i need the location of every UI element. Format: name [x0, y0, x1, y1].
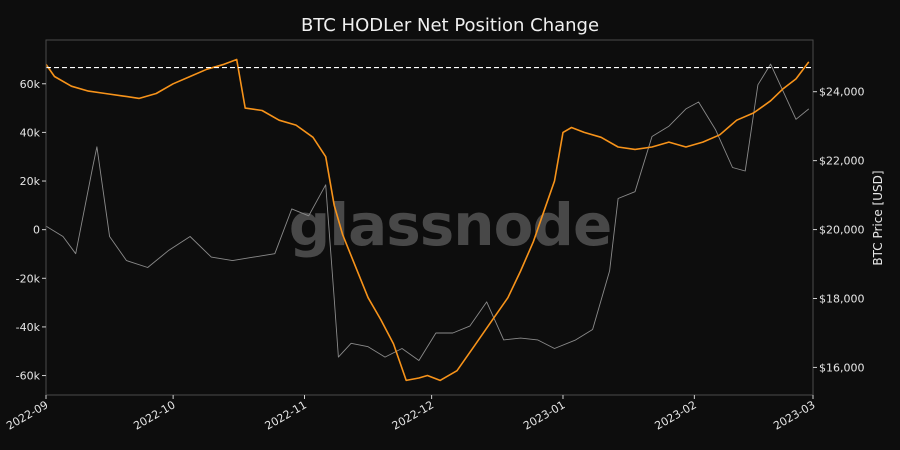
- y-left-tick-label: 20k: [20, 175, 41, 188]
- y-right-tick-label: $16,000: [819, 361, 865, 374]
- plot-area: [46, 58, 813, 382]
- y-left-tick-label: -20k: [16, 272, 41, 285]
- y-right-tick-label: $18,000: [819, 292, 865, 305]
- y-right-tick-label: $20,000: [819, 224, 865, 237]
- chart-title: BTC HODLer Net Position Change: [301, 15, 599, 36]
- y-left-tick-label: 0: [33, 224, 40, 237]
- series-line-btc-price: [46, 63, 810, 361]
- y-right-tick-label: $24,000: [819, 86, 865, 99]
- y-left-tick-label: -40k: [16, 321, 41, 334]
- y-left-tick-label: -60k: [16, 370, 41, 383]
- watermark-logo: glassnode: [289, 191, 612, 259]
- y-right-tick-label: $22,000: [819, 155, 865, 168]
- y-left-tick-label: 40k: [20, 126, 41, 139]
- series-line-net-position: [46, 58, 810, 382]
- plot-series-group: [46, 58, 810, 382]
- y-axis-left: -60k -40k -20k 0 20k 40k 60k: [16, 78, 46, 383]
- y-left-tick-label: 60k: [20, 78, 41, 91]
- y-axis-right: $16,000 $18,000 $20,000 $22,000 $24,000: [813, 86, 865, 374]
- y-axis-right-label: BTC Price [USD]: [871, 170, 885, 265]
- plot-frame: [45, 39, 814, 396]
